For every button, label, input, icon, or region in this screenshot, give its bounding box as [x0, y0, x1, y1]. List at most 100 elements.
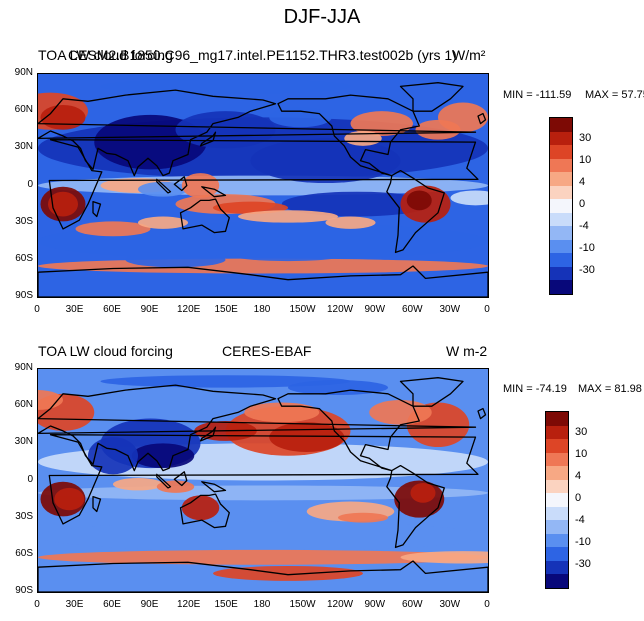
colorbar-segment — [546, 439, 568, 454]
colorbar-segment — [546, 425, 568, 440]
colorbar-segment — [546, 412, 568, 427]
coastline-samerica — [386, 464, 445, 549]
colorbar-segment — [546, 547, 568, 562]
colorbar-segment — [550, 185, 572, 200]
panel-center-title: CESM2.B1850.C96_mg17.intel.PE1152.THR3.t… — [68, 47, 457, 63]
y-tick-label: 30N — [14, 141, 33, 153]
colorbar-label: -4 — [575, 514, 585, 526]
colorbar-segment — [546, 520, 568, 535]
colorbar-segment — [550, 131, 572, 146]
figure-title: DJF-JJA — [283, 6, 361, 28]
colorbar-segment — [550, 199, 572, 214]
x-tick-label: 60E — [103, 599, 121, 610]
x-tick-label: 0 — [34, 599, 40, 610]
coastline-madagascar — [92, 200, 102, 218]
colorbar-segment — [550, 145, 572, 160]
coastline-uk — [477, 112, 487, 125]
coastline-uk — [477, 407, 487, 420]
colorbar-label: -10 — [579, 242, 595, 254]
colorbar-segment — [546, 506, 568, 521]
map-field — [38, 369, 488, 592]
colorbar-segment — [550, 253, 572, 268]
colorbar-segment — [546, 574, 568, 589]
x-tick-label: 60W — [402, 304, 423, 315]
colorbar-segment — [550, 239, 572, 254]
colorbar-segment — [546, 533, 568, 548]
x-tick-label: 90W — [364, 304, 386, 315]
colorbar-label: 0 — [575, 492, 582, 504]
colorbar-label: -10 — [575, 536, 591, 548]
panel-units: W/m² — [452, 47, 486, 63]
x-tick-label: 30E — [65, 304, 84, 315]
max-value: MAX = 57.75 — [585, 89, 644, 101]
colorbar-segment — [546, 479, 568, 494]
colorbar-label: 10 — [579, 154, 592, 166]
x-tick-label: 180 — [253, 304, 271, 315]
coastline-sumatra — [156, 473, 172, 489]
x-tick-label: 0 — [484, 304, 490, 315]
y-tick-label: 90N — [14, 362, 33, 373]
max-value: MAX = 81.98 — [578, 383, 642, 395]
coastline-borneo — [173, 471, 188, 487]
colorbar-segment — [550, 212, 572, 227]
coastline-namerica — [277, 94, 420, 177]
coastline-sumatra — [156, 178, 172, 194]
coastline-borneo — [173, 176, 188, 192]
coastline-eurasia — [38, 89, 477, 177]
colorbar-label: 0 — [579, 198, 586, 210]
coastline-antarctica — [38, 265, 488, 297]
y-tick-label: 30N — [14, 436, 33, 448]
colorbar-label: 4 — [579, 176, 586, 188]
coastline-madagascar — [92, 495, 102, 513]
y-tick-label: 0 — [27, 473, 33, 485]
map-panel — [37, 73, 489, 298]
y-tick-label: 60N — [14, 399, 33, 411]
y-tick-label: 30S — [15, 510, 33, 522]
colorbar — [545, 411, 569, 589]
min-value: MIN = -111.59 — [503, 89, 572, 101]
colorbar-label: 4 — [575, 470, 582, 482]
coastline-antarctica — [38, 560, 488, 592]
coastline-japan — [199, 131, 217, 147]
y-tick-label: 60S — [15, 252, 33, 264]
map-field — [38, 74, 488, 297]
colorbar-segment — [546, 560, 568, 575]
y-tick-label: 60S — [15, 547, 33, 559]
x-tick-label: 30W — [439, 304, 461, 315]
x-tick-label: 120W — [327, 599, 354, 610]
x-tick-label: 120E — [177, 304, 201, 315]
panel-units: W m-2 — [446, 343, 488, 359]
colorbar-label: 10 — [575, 448, 588, 460]
colorbar-segment — [546, 493, 568, 508]
coastline-namerica — [277, 389, 420, 472]
x-tick-label: 120E — [177, 599, 201, 610]
x-tick-label: 120W — [327, 304, 354, 315]
coastline-ngu — [201, 186, 227, 198]
x-tick-label: 90W — [364, 599, 386, 610]
x-tick-label: 150W — [289, 304, 316, 315]
x-tick-label: 150W — [289, 599, 316, 610]
x-tick-label: 90E — [140, 304, 159, 315]
colorbar-label: -30 — [575, 558, 591, 570]
coastline-samerica — [386, 169, 445, 254]
x-tick-label: 60W — [402, 599, 423, 610]
panel-center-title: CERES-EBAF — [222, 343, 312, 359]
coastline-japan — [199, 426, 217, 442]
colorbar-label: -30 — [579, 264, 595, 276]
x-tick-label: 150E — [214, 304, 238, 315]
x-tick-label: 30E — [65, 599, 84, 610]
min-value: MIN = -74.19 — [503, 383, 567, 395]
colorbar-segment — [550, 158, 572, 173]
coastline-eurasia — [38, 384, 477, 472]
colorbar-segment — [546, 452, 568, 467]
coastline-ngu — [201, 481, 227, 493]
coastline-greenland — [399, 82, 464, 112]
panel-left-title: TOA LW cloud forcing — [38, 47, 173, 63]
x-tick-label: 0 — [484, 599, 490, 610]
colorbar-segment — [550, 118, 572, 133]
colorbar-segment — [550, 226, 572, 241]
colorbar-label: 30 — [579, 132, 592, 144]
coastline-greenland — [399, 377, 464, 407]
colorbar — [549, 117, 573, 295]
panel-left-title: TOA LW cloud forcing — [38, 343, 173, 359]
